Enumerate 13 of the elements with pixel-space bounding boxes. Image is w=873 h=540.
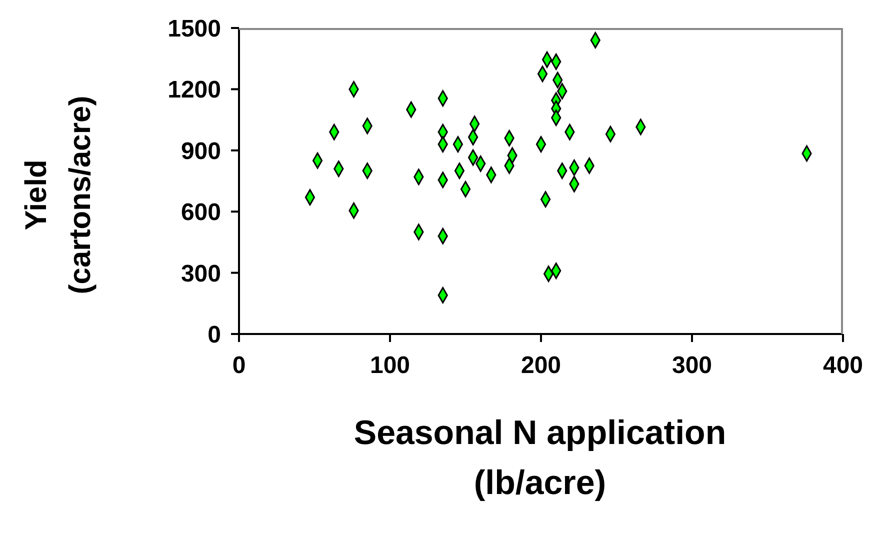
y-tick-label: 1200 xyxy=(168,76,221,104)
y-tick-label: 600 xyxy=(180,199,221,226)
x-tick-label: 400 xyxy=(822,352,864,380)
y-axis-title: Yield (cartons/acre) xyxy=(19,94,98,296)
y-tick-label: 0 xyxy=(208,322,221,349)
x-tick-label: 100 xyxy=(370,352,410,380)
y-tick-label: 1500 xyxy=(168,16,221,43)
x-axis-title: Seasonal N application (lb/acre) xyxy=(352,413,728,504)
x-tick-label: 300 xyxy=(672,352,712,380)
y-tick-label: 900 xyxy=(180,138,221,165)
x-tick-label: 0 xyxy=(232,352,246,380)
x-tick-label: 200 xyxy=(520,352,562,380)
y-tick-label: 300 xyxy=(180,260,221,288)
